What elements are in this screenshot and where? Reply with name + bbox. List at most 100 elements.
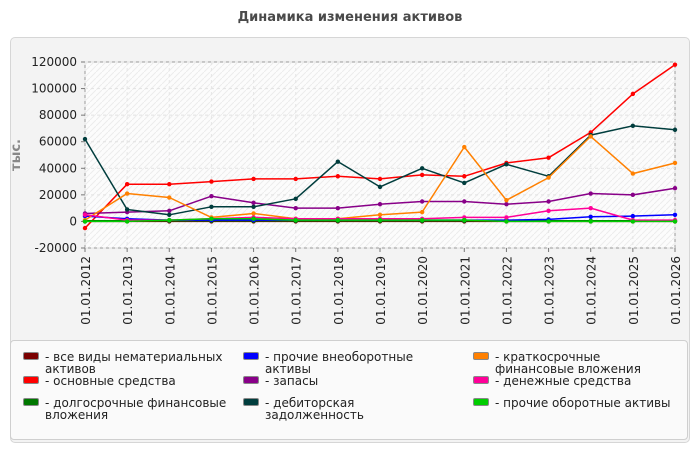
legend-swatch — [23, 376, 39, 384]
data-point — [335, 217, 341, 223]
data-point — [419, 172, 425, 178]
legend-label: запасы — [265, 375, 453, 387]
series-4 — [82, 186, 678, 216]
data-point — [82, 219, 88, 224]
data-point — [82, 136, 88, 142]
data-point — [462, 144, 467, 150]
data-point — [167, 182, 172, 187]
legend-swatch — [473, 376, 489, 384]
legend-swatch — [473, 352, 489, 360]
x-tick-label: 01.01.2012 — [79, 256, 93, 325]
legend-item: краткосрочные финансовые вложения — [473, 351, 673, 375]
data-point — [672, 186, 678, 191]
data-point — [419, 217, 425, 223]
legend-label: основные средства — [45, 375, 233, 387]
data-point — [209, 193, 214, 199]
data-point — [335, 205, 341, 211]
data-point — [588, 191, 593, 196]
y-tick-label: 0 — [69, 214, 77, 228]
legend-label: долгосрочные финансовые вложения — [45, 397, 233, 421]
legend-item: денежные средства — [473, 375, 673, 387]
data-point — [504, 201, 509, 207]
data-point — [167, 212, 172, 217]
data-point — [82, 212, 88, 217]
legend-swatch — [23, 398, 39, 406]
x-tick-label: 01.01.2020 — [416, 256, 430, 325]
data-point — [504, 215, 509, 220]
data-point — [504, 219, 509, 224]
y-tick-label: 60000 — [39, 135, 77, 149]
data-point — [251, 211, 256, 216]
data-point — [377, 217, 383, 223]
x-tick-label: 01.01.2019 — [374, 256, 388, 325]
legend-swatch — [243, 398, 259, 406]
x-tick-label: 01.01.2025 — [627, 256, 641, 325]
data-point — [462, 180, 467, 186]
legend-label: дебиторская задолженность — [265, 397, 453, 421]
legend-swatch — [473, 398, 489, 406]
data-point — [377, 212, 383, 217]
legend: все виды нематериальных активовосновные … — [10, 340, 688, 440]
data-point — [377, 201, 383, 207]
x-tick-label: 01.01.2016 — [248, 256, 262, 325]
x-tick-label: 01.01.2022 — [500, 256, 514, 325]
y-tick-label: 80000 — [39, 108, 77, 122]
legend-item: основные средства — [23, 375, 233, 387]
data-point — [167, 195, 172, 200]
x-tick-label: 01.01.2015 — [205, 256, 219, 325]
data-point — [588, 205, 593, 211]
data-point — [462, 217, 467, 223]
x-tick-label: 01.01.2017 — [290, 256, 304, 325]
data-point — [630, 171, 636, 176]
series-1 — [82, 62, 678, 231]
data-point — [167, 217, 172, 223]
legend-swatch — [243, 376, 259, 384]
legend-label: прочие оборотные активы — [495, 397, 673, 409]
data-point — [504, 197, 509, 203]
data-point — [251, 216, 256, 221]
data-point — [419, 166, 425, 171]
x-tick-label: 01.01.2014 — [163, 256, 177, 325]
legend-label: все виды нематериальных активов — [45, 351, 233, 375]
legend-item: все виды нематериальных активов — [23, 351, 233, 375]
data-point — [293, 176, 298, 182]
data-point — [588, 219, 593, 224]
y-tick-label: 40000 — [39, 161, 77, 175]
data-point — [630, 213, 636, 219]
data-point — [124, 182, 130, 187]
data-point — [546, 219, 551, 224]
x-tick-label: 01.01.2026 — [669, 256, 683, 325]
data-point — [124, 207, 130, 212]
data-point — [419, 199, 425, 204]
y-tick-label: -20000 — [34, 241, 77, 255]
data-point — [167, 208, 172, 213]
data-point — [251, 176, 256, 182]
y-axis-label: тыс. — [9, 139, 24, 171]
x-tick-label: 01.01.2018 — [332, 256, 346, 325]
data-point — [124, 219, 130, 224]
data-point — [335, 159, 341, 164]
legend-item: долгосрочные финансовые вложения — [23, 397, 233, 421]
series-8 — [82, 216, 678, 224]
data-point — [293, 205, 298, 211]
legend-label: краткосрочные финансовые вложения — [495, 351, 673, 375]
data-point — [672, 212, 678, 217]
data-point — [82, 225, 88, 231]
data-point — [546, 208, 551, 213]
y-tick-label: 120000 — [31, 55, 77, 69]
data-point — [672, 219, 678, 224]
data-point — [209, 179, 214, 184]
legend-item: дебиторская задолженность — [243, 397, 453, 421]
data-point — [462, 199, 467, 204]
x-tick-label: 01.01.2023 — [543, 256, 557, 325]
data-point — [209, 204, 214, 210]
data-point — [672, 127, 678, 132]
legend-item: запасы — [243, 375, 453, 387]
data-point — [588, 134, 593, 139]
data-point — [124, 191, 130, 196]
x-axis: 01.01.2012 01.01.2013 01.01.2014 01.01.2015… — [79, 248, 683, 325]
data-point — [251, 200, 256, 206]
y-tick-label: 100000 — [31, 82, 77, 96]
data-point — [630, 219, 636, 224]
series-5 — [82, 123, 678, 217]
